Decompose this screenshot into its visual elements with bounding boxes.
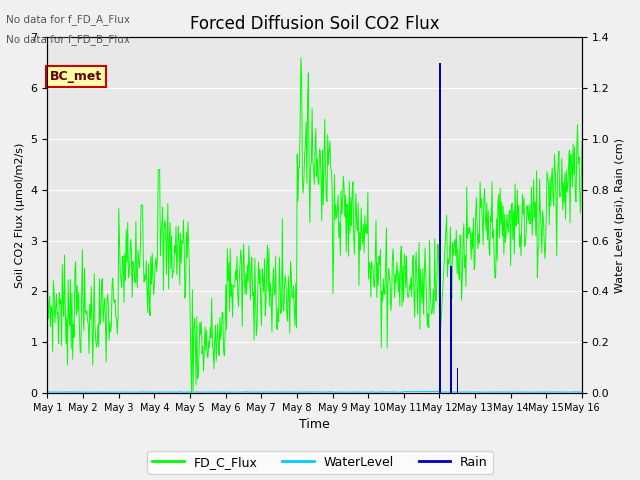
Bar (440, 63, 441, 393)
Legend: FD_C_Flux, WaterLevel, Rain: FD_C_Flux, WaterLevel, Rain (147, 451, 493, 474)
Bar (457, 368, 458, 393)
Y-axis label: Water Level (psi), Rain (cm): Water Level (psi), Rain (cm) (615, 138, 625, 293)
Title: Forced Diffusion Soil CO2 Flux: Forced Diffusion Soil CO2 Flux (190, 15, 440, 33)
X-axis label: Time: Time (300, 419, 330, 432)
Text: No data for f_FD_B_Flux: No data for f_FD_B_Flux (6, 34, 131, 45)
Bar (450, 266, 451, 393)
Text: No data for f_FD_A_Flux: No data for f_FD_A_Flux (6, 14, 131, 25)
Y-axis label: Soil CO2 Flux (μmol/m2/s): Soil CO2 Flux (μmol/m2/s) (15, 143, 25, 288)
Text: BC_met: BC_met (50, 70, 102, 83)
Bar (451, 266, 452, 393)
